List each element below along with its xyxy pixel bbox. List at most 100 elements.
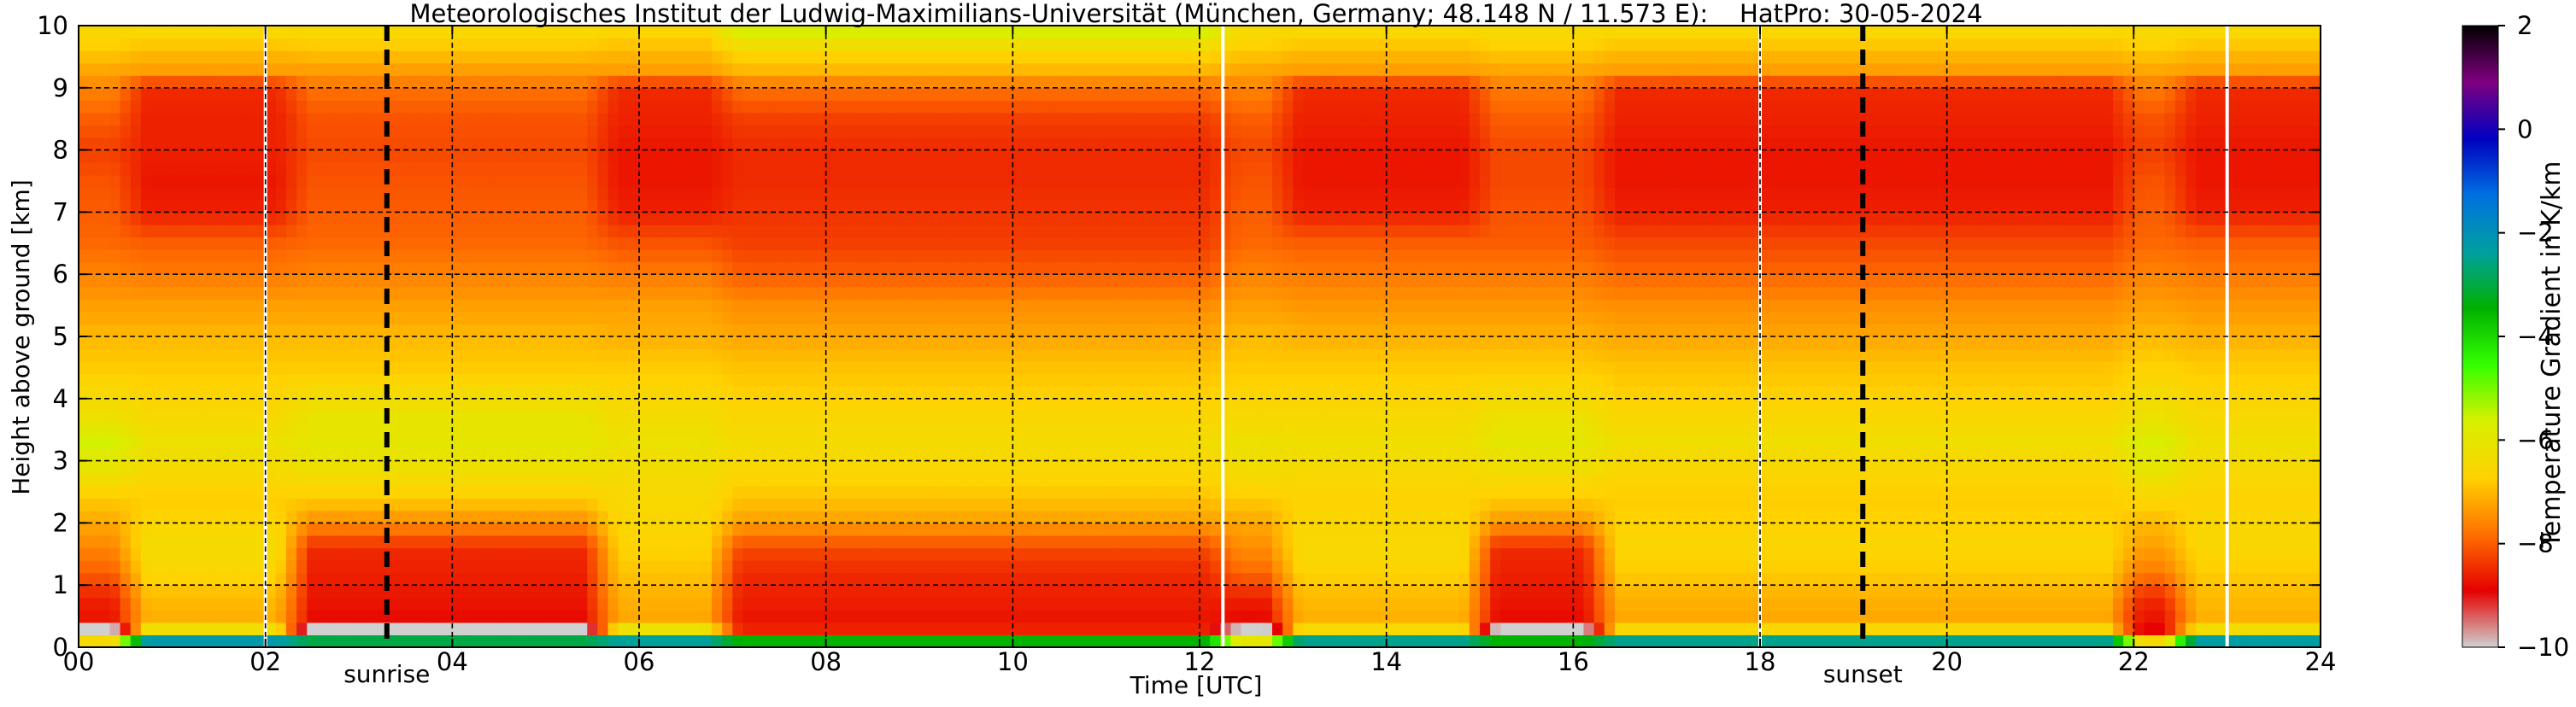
heatmap-cell <box>889 548 900 561</box>
heatmap-cell <box>930 237 941 250</box>
heatmap-cell <box>452 361 463 374</box>
heatmap-cell <box>712 573 723 586</box>
heatmap-cell <box>224 435 235 448</box>
heatmap-cell <box>1002 573 1013 586</box>
heatmap-cell <box>193 262 204 275</box>
heatmap-cell <box>99 473 110 486</box>
heatmap-cell <box>889 523 900 535</box>
heatmap-cell <box>1012 274 1024 287</box>
heatmap-cell <box>889 336 900 349</box>
heatmap-cell <box>536 622 547 635</box>
heatmap-cell <box>629 560 640 573</box>
heatmap-cell <box>816 287 827 300</box>
heatmap-cell <box>608 610 619 622</box>
heatmap-cell <box>1034 560 1045 573</box>
heatmap-cell <box>525 287 536 300</box>
heatmap-cell <box>992 336 1003 349</box>
heatmap-cell <box>754 573 765 586</box>
heatmap-cell <box>681 486 692 499</box>
heatmap-cell <box>577 162 588 175</box>
heatmap-cell <box>525 399 536 412</box>
heatmap-cell <box>234 573 245 586</box>
heatmap-cell <box>244 324 255 336</box>
heatmap-cell <box>99 299 110 312</box>
heatmap-cell <box>836 262 848 275</box>
heatmap-cell <box>1075 88 1086 101</box>
heatmap-cell <box>214 324 225 336</box>
heatmap-cell <box>577 560 588 573</box>
heatmap-cell <box>992 634 1003 647</box>
heatmap-cell <box>784 113 795 126</box>
heatmap-cell <box>867 435 878 448</box>
heatmap-cell <box>536 535 547 548</box>
heatmap-cell <box>244 622 255 635</box>
heatmap-cell <box>722 137 733 150</box>
heatmap-cell <box>421 361 432 374</box>
heatmap-cell <box>1023 237 1034 250</box>
heatmap-cell <box>182 622 193 635</box>
heatmap-cell <box>597 237 608 250</box>
heatmap-cell <box>484 113 495 126</box>
heatmap-cell <box>203 249 214 262</box>
heatmap-cell <box>296 150 308 163</box>
heatmap-cell <box>836 225 848 237</box>
heatmap-cell <box>940 411 951 424</box>
heatmap-cell <box>867 312 878 324</box>
heatmap-cell <box>889 38 900 51</box>
heatmap-cell <box>639 523 650 535</box>
heatmap-cell <box>109 634 120 647</box>
heatmap-cell <box>660 237 671 250</box>
heatmap-cell <box>670 535 681 548</box>
heatmap-cell <box>950 634 961 647</box>
heatmap-cell <box>317 399 328 412</box>
heatmap-cell <box>867 535 878 548</box>
heatmap-cell <box>161 461 173 474</box>
heatmap-cell <box>1075 573 1086 586</box>
heatmap-cell <box>1075 287 1086 300</box>
heatmap-cell <box>971 237 983 250</box>
heatmap-cell <box>961 399 972 412</box>
heatmap-cell <box>390 435 401 448</box>
heatmap-cell <box>670 262 681 275</box>
heatmap-cell <box>317 598 328 611</box>
heatmap-cell <box>639 361 650 374</box>
heatmap-cell <box>462 498 473 511</box>
heatmap-cell <box>836 361 848 374</box>
heatmap-cell <box>296 548 308 561</box>
heatmap-cell <box>961 63 972 76</box>
heatmap-cell <box>514 262 525 275</box>
heatmap-cell <box>131 585 142 598</box>
heatmap-cell <box>504 511 515 523</box>
heatmap-cell <box>514 610 525 622</box>
heatmap-cell <box>401 324 412 336</box>
heatmap-cell <box>193 435 204 448</box>
heatmap-cell <box>1065 100 1076 113</box>
heatmap-cell <box>473 125 484 137</box>
heatmap-cell <box>161 200 173 213</box>
heatmap-cell <box>151 535 162 548</box>
heatmap-cell <box>608 548 619 561</box>
heatmap-cell <box>328 573 339 586</box>
heatmap-cell <box>349 386 360 399</box>
heatmap-cell <box>224 225 235 237</box>
heatmap-cell <box>317 411 328 424</box>
heatmap-cell <box>369 100 380 113</box>
heatmap-cell <box>691 411 702 424</box>
heatmap-cell <box>577 237 588 250</box>
heatmap-cell <box>940 610 951 622</box>
heatmap-cell <box>826 622 837 635</box>
heatmap-cell <box>608 374 619 387</box>
heatmap-cell <box>442 262 453 275</box>
heatmap-cell <box>89 50 100 63</box>
heatmap-cell <box>338 473 349 486</box>
heatmap-cell <box>525 63 536 76</box>
heatmap-cell <box>1012 523 1024 535</box>
heatmap-cell <box>99 498 110 511</box>
heatmap-cell <box>1002 88 1013 101</box>
heatmap-cell <box>286 473 297 486</box>
heatmap-cell <box>141 461 152 474</box>
heatmap-cell <box>784 274 795 287</box>
heatmap-cell <box>141 424 152 436</box>
heatmap-cell <box>494 473 505 486</box>
heatmap-cell <box>619 535 630 548</box>
